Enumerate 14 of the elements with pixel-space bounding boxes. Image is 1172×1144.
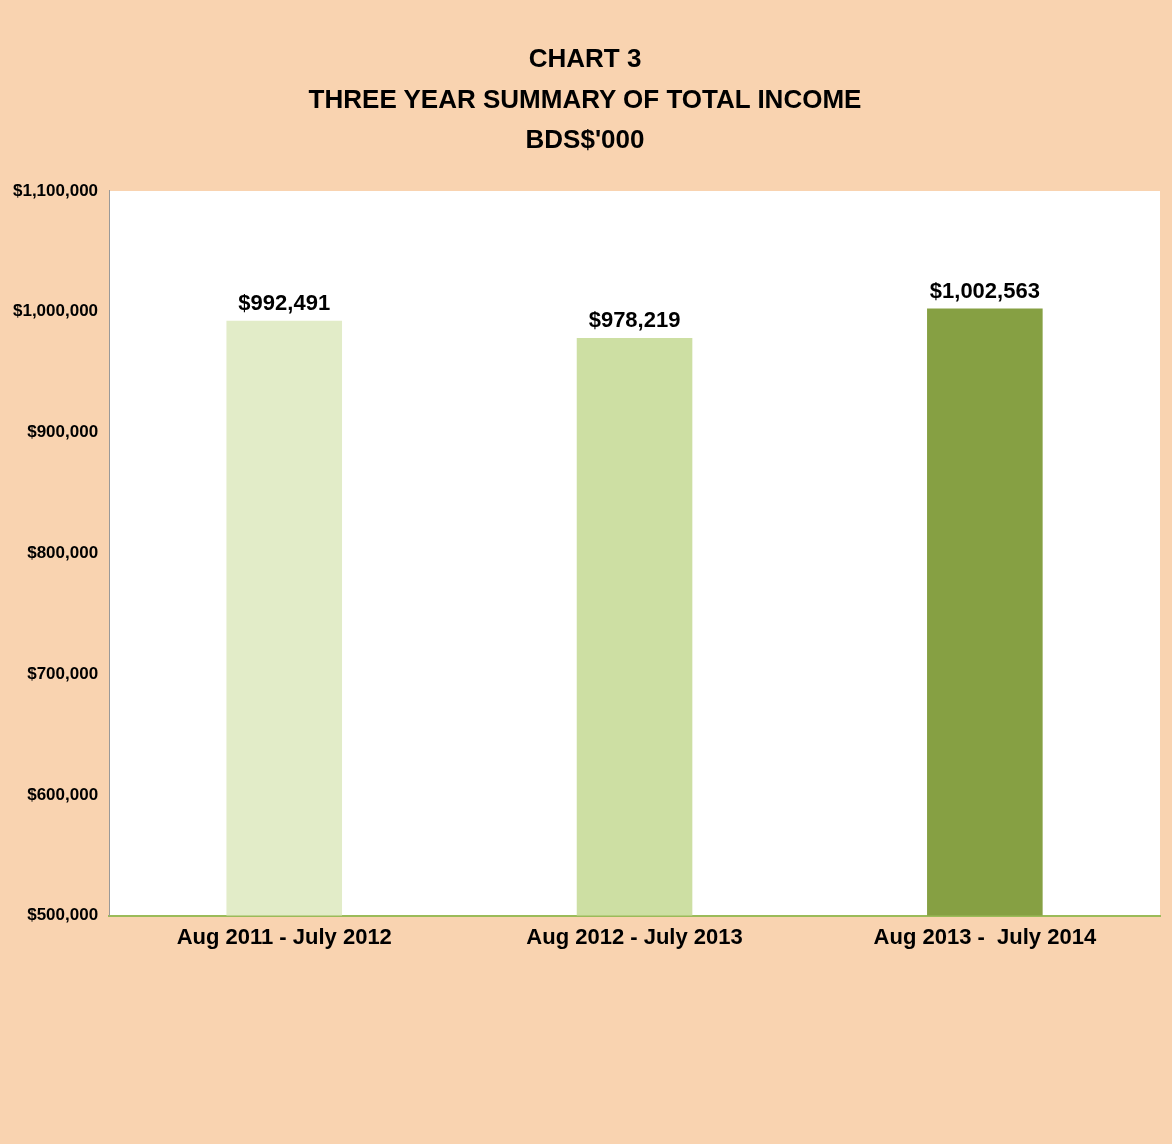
- y-tick-label: $1,000,000: [12, 301, 99, 321]
- y-tick-label: $800,000: [27, 542, 99, 562]
- y-tick-label: $600,000: [27, 784, 99, 804]
- x-tick-label: Aug 2013 - July 2014: [873, 923, 1097, 949]
- chart-title: CHART 3 THREE YEAR SUMMARY OF TOTAL INCOME BDS$'000: [308, 43, 862, 154]
- data-label: $978,219: [588, 307, 681, 333]
- y-tick-label: $1,100,000: [12, 180, 99, 200]
- y-tick-label: $900,000: [27, 422, 99, 442]
- x-tick-label: Aug 2012 - July 2013: [526, 923, 743, 949]
- data-label: $1,002,563: [929, 277, 1040, 303]
- x-tick-label: Aug 2011 - July 2012: [176, 923, 392, 949]
- data-label: $992,491: [238, 289, 331, 315]
- y-tick-label: $500,000: [27, 905, 99, 925]
- y-tick-label: $700,000: [27, 663, 99, 683]
